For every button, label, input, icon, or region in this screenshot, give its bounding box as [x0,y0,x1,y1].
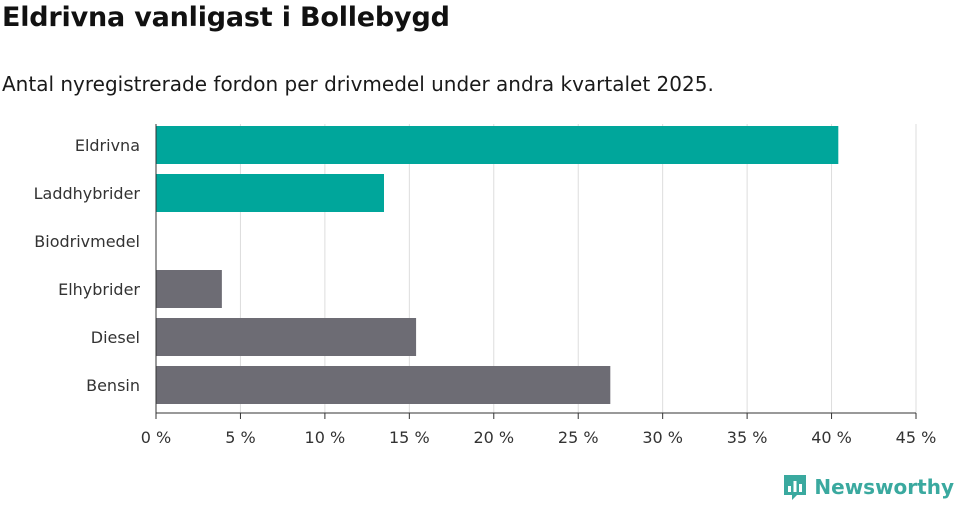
x-axis: 0 % 5 % 10 % 15 % 20 % 25 % 30 % 35 % 40 % 45 % [141,124,937,447]
brand-logo: Newsworthy [782,473,954,501]
x-tick-label: 40 % [811,428,852,447]
brand-name: Newsworthy [814,475,954,499]
category-label: Biodrivmedel [34,232,140,251]
x-tick-label: 5 % [225,428,255,447]
newsworthy-logo-icon [784,475,807,500]
x-tick-label: 30 % [642,428,683,447]
category-label: Laddhybrider [34,184,141,203]
category-labels: Eldrivna Laddhybrider Biodrivmedel Elhybrid… [34,136,141,395]
x-tick-label: 15 % [389,428,430,447]
bar [156,126,839,164]
x-tick-label: 20 % [473,428,514,447]
bar [156,174,384,212]
bar [156,270,222,308]
bar [156,366,611,404]
category-label: Eldrivna [75,136,140,155]
x-tick-label: 10 % [305,428,346,447]
chart-title: Eldrivna vanligast i Bollebygd [2,2,450,33]
x-tick-label: 25 % [558,428,599,447]
x-tick-label: 35 % [727,428,768,447]
category-label: Elhybrider [58,280,140,299]
x-tick-label: 0 % [141,428,171,447]
category-label: Bensin [86,376,140,395]
x-tick-label: 45 % [896,428,937,447]
chart-subtitle: Antal nyregistrerade fordon per drivmede… [2,72,714,96]
grid-lines [239,124,917,413]
bars [156,126,839,404]
category-label: Diesel [91,328,140,347]
bar [156,318,417,356]
